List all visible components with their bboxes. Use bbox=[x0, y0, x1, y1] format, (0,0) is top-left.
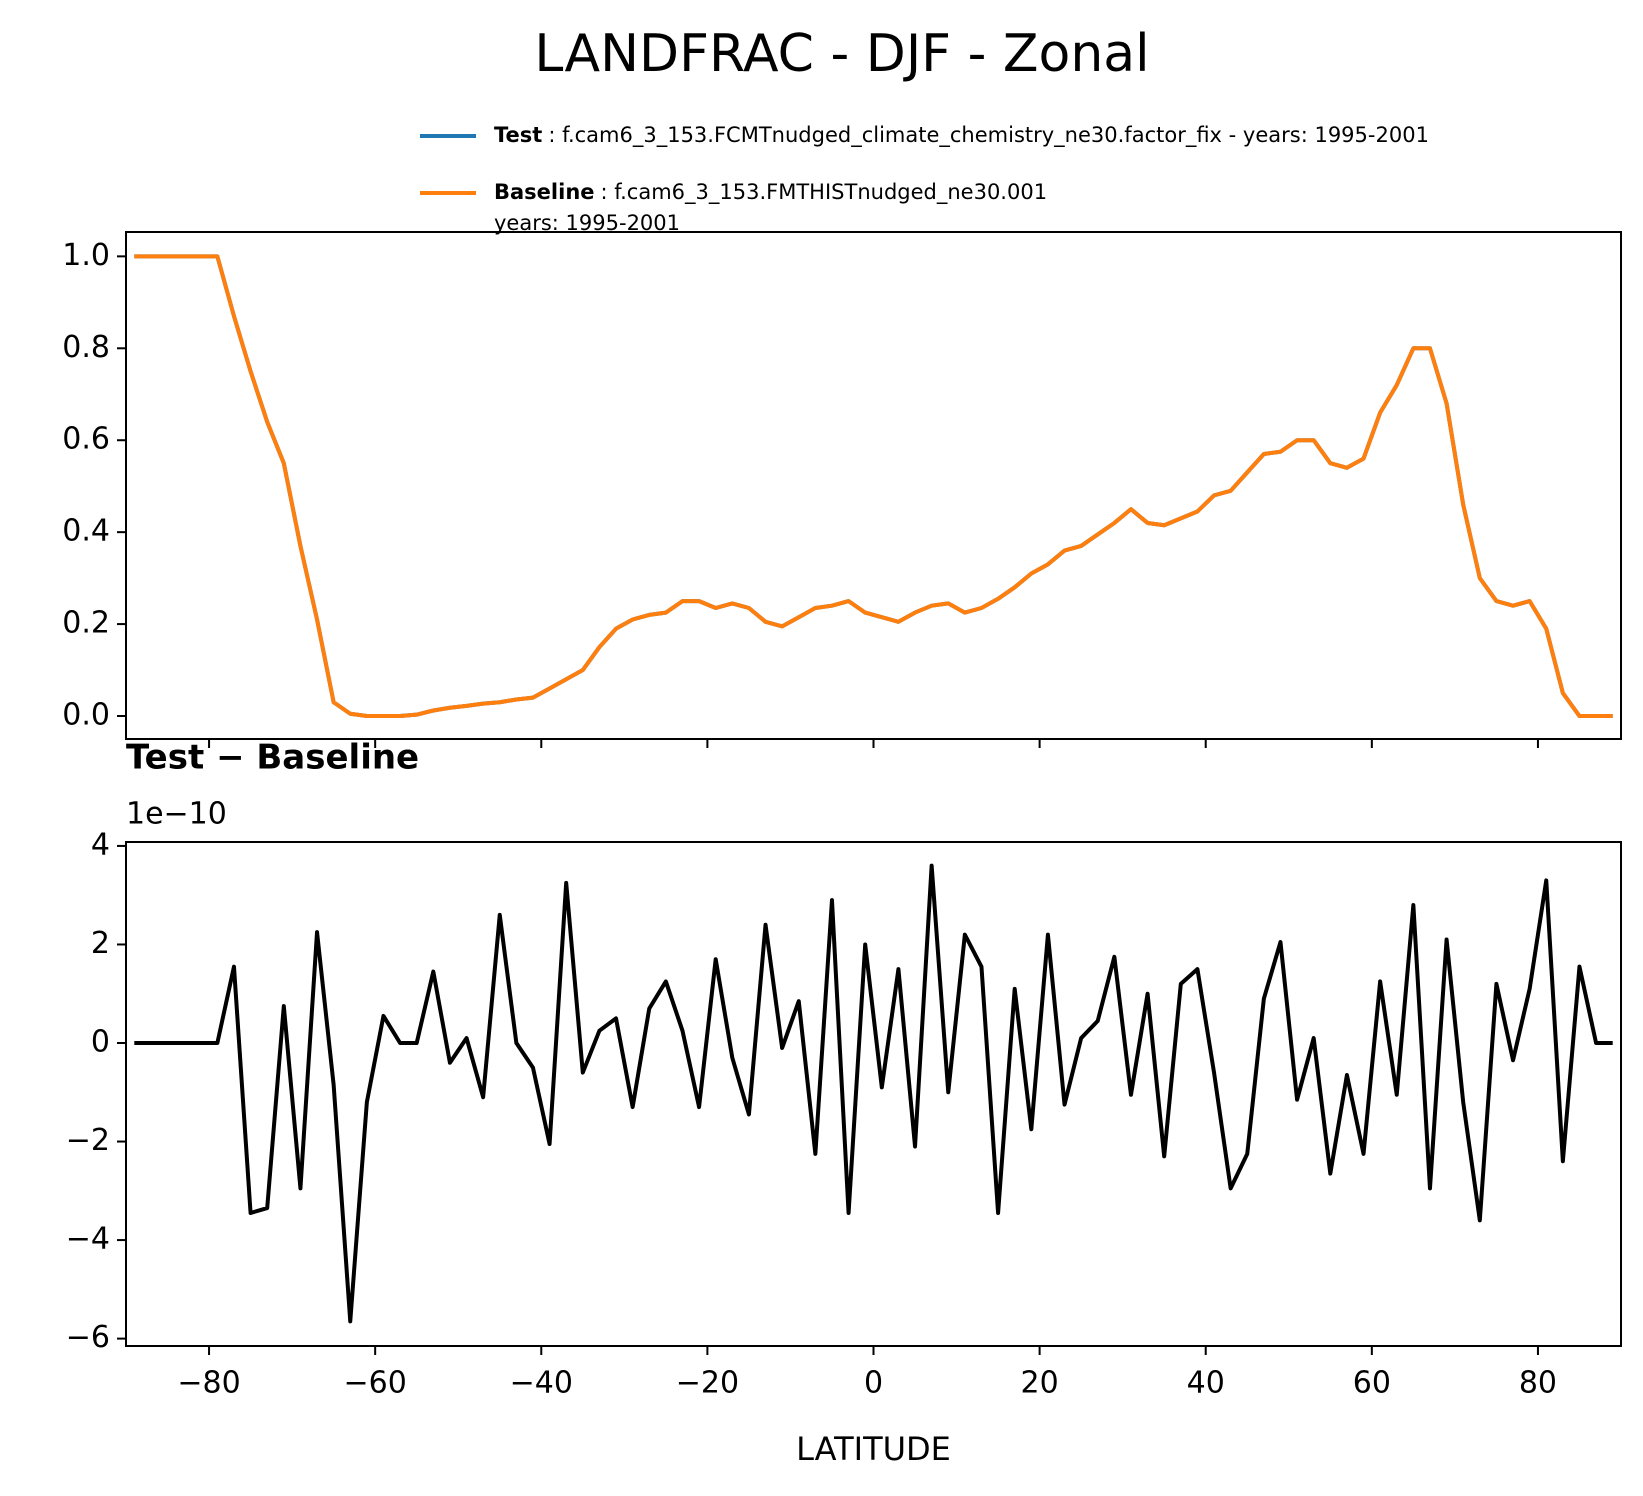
y-tick-label: −4 bbox=[66, 1222, 110, 1257]
y-tick-label: 0 bbox=[91, 1025, 110, 1060]
legend-detail: : f.cam6_3_153.FCMTnudged_climate_chemis… bbox=[548, 123, 1429, 148]
x-tick-label: 40 bbox=[1187, 1366, 1225, 1401]
x-tick-label: −80 bbox=[177, 1366, 240, 1401]
y-tick-label: 0.8 bbox=[62, 330, 110, 365]
data-line bbox=[134, 863, 1613, 1324]
data-line bbox=[134, 254, 1613, 719]
x-tick-label: −40 bbox=[510, 1366, 573, 1401]
y-tick-label: 0.6 bbox=[62, 422, 110, 457]
plot-area bbox=[134, 863, 1613, 1324]
y-tick-label: −6 bbox=[66, 1320, 110, 1355]
x-tick-label: 60 bbox=[1353, 1366, 1391, 1401]
y-tick-label: 0.4 bbox=[62, 514, 110, 549]
x-tick-label: 20 bbox=[1021, 1366, 1059, 1401]
legend-label: Test: f.cam6_3_153.FCMTnudged_climate_ch… bbox=[494, 123, 1429, 148]
plot-area bbox=[134, 254, 1613, 719]
y-tick-label: 1.0 bbox=[62, 238, 110, 273]
axes-frame bbox=[125, 841, 1622, 1347]
offset-label: 1e−10 bbox=[126, 797, 227, 832]
legend-label: Baseline: f.cam6_3_153.FMTHISTnudged_ne3… bbox=[494, 180, 1047, 205]
legend-name: Baseline bbox=[494, 180, 595, 204]
x-tick-label: 80 bbox=[1519, 1366, 1557, 1401]
x-tick-label: 0 bbox=[864, 1366, 883, 1401]
legend-detail-2: years: 1995-2001 bbox=[494, 211, 680, 235]
x-axis-label: LATITUDE bbox=[796, 1430, 951, 1468]
figure-title: LANDFRAC - DJF - Zonal bbox=[534, 24, 1149, 84]
axes-frame bbox=[125, 231, 1622, 740]
y-tick-label: 2 bbox=[91, 926, 110, 961]
y-tick-label: 4 bbox=[91, 827, 110, 862]
x-tick-label: −60 bbox=[344, 1366, 407, 1401]
x-tick-label: −20 bbox=[676, 1366, 739, 1401]
subplot-title: Test − Baseline bbox=[126, 738, 419, 778]
y-tick-label: 0.0 bbox=[62, 698, 110, 733]
legend-detail: : f.cam6_3_153.FMTHISTnudged_ne30.001 bbox=[601, 180, 1048, 205]
axes: 0.0 0.2 0.4 0.6 0.8 1.0 bbox=[62, 238, 1539, 748]
y-tick-label: −2 bbox=[66, 1123, 110, 1158]
legend-name: Test bbox=[494, 123, 542, 147]
y-tick-label: 0.2 bbox=[62, 606, 110, 641]
